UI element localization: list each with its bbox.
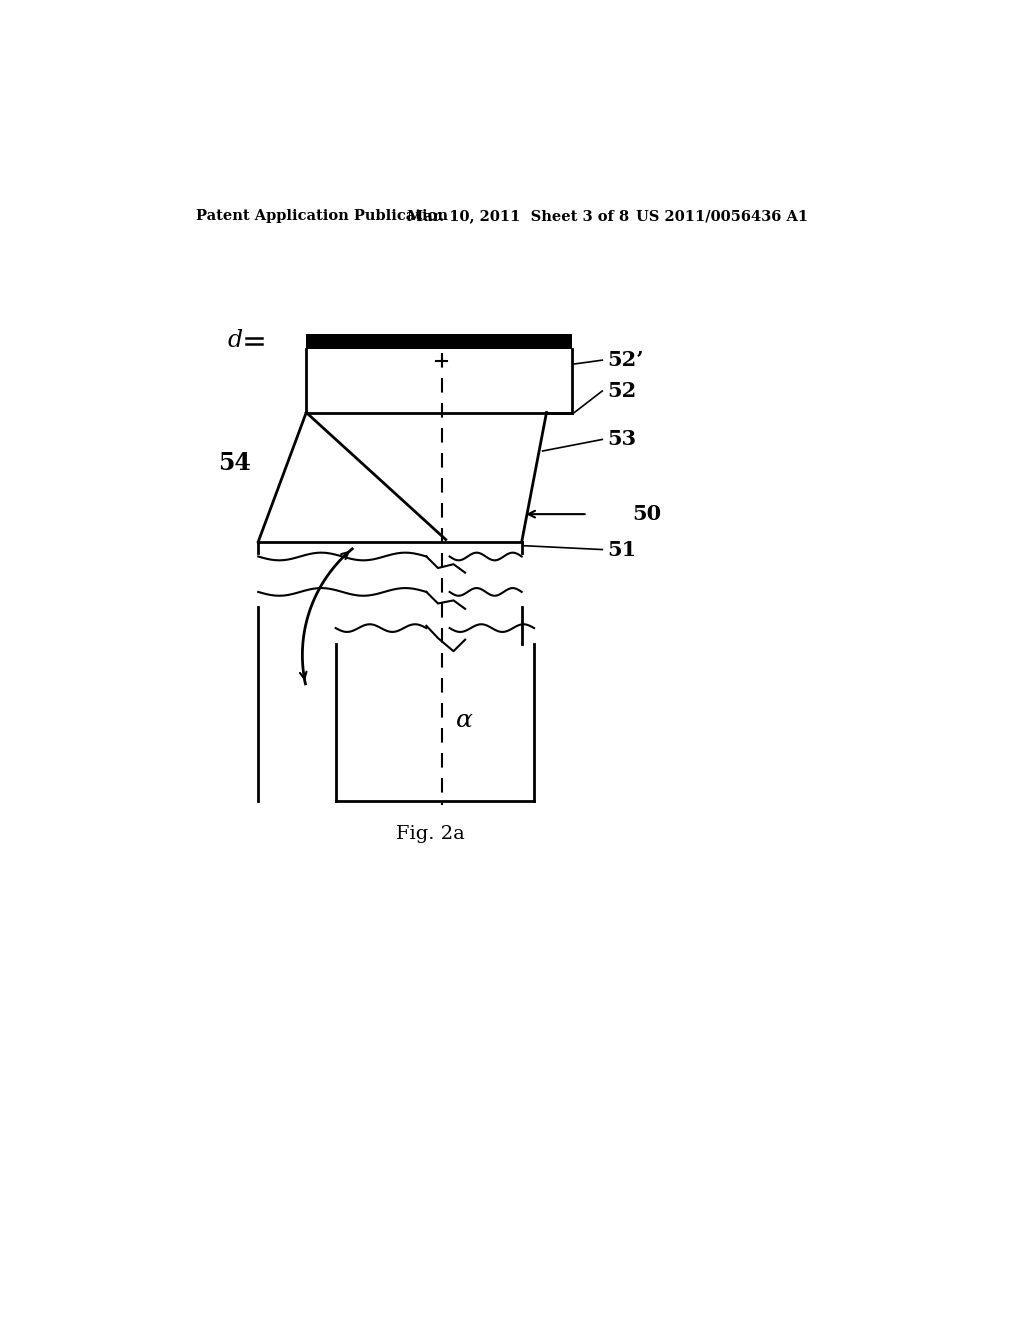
Text: 54: 54 [218, 450, 251, 475]
Text: d: d [227, 330, 243, 352]
Text: Patent Application Publication: Patent Application Publication [197, 209, 449, 223]
Bar [306, 334, 572, 350]
Text: Fig. 2a: Fig. 2a [396, 825, 465, 843]
Text: 51: 51 [607, 540, 636, 560]
Text: US 2011/0056436 A1: US 2011/0056436 A1 [636, 209, 808, 223]
Text: α: α [456, 709, 473, 733]
Text: Mar. 10, 2011  Sheet 3 of 8: Mar. 10, 2011 Sheet 3 of 8 [407, 209, 629, 223]
Text: 53: 53 [607, 429, 636, 449]
Text: 52’: 52’ [607, 350, 643, 370]
Text: 52: 52 [607, 381, 636, 401]
Text: 50: 50 [632, 504, 660, 524]
